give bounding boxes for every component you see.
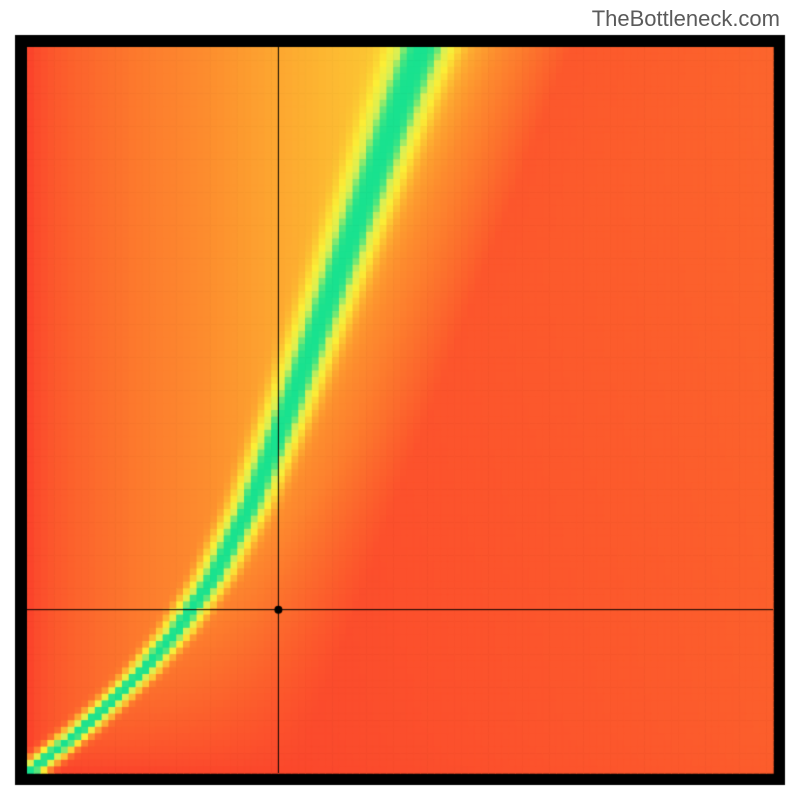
- watermark-text: TheBottleneck.com: [592, 6, 780, 32]
- bottleneck-heatmap: [0, 0, 800, 800]
